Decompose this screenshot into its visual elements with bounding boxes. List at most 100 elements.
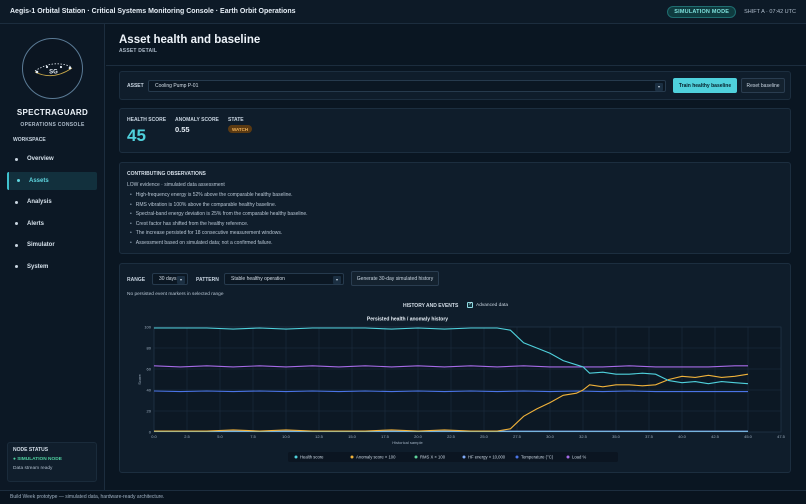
pattern-select[interactable]: Stable healthy operation ▾ — [224, 273, 344, 285]
legend-entry: Temperature (°C) — [521, 455, 554, 460]
sidebar-item-assets[interactable]: Assets — [7, 171, 97, 190]
generate-history-button[interactable]: Generate 30-day simulated history — [351, 271, 439, 286]
sidebar-nav: Overview Assets Analysis Alerts Simulato… — [7, 150, 97, 280]
sidebar-item-alerts[interactable]: Alerts — [7, 215, 97, 233]
asset-select[interactable]: Cooling Pump P-01 ▾ — [148, 80, 666, 92]
state-label: STATE — [228, 117, 244, 123]
list-item: RMS vibration is 100% above the comparab… — [130, 202, 308, 212]
chevron-down-icon: ▾ — [655, 83, 663, 91]
list-item: Crest factor has shifted from the health… — [130, 221, 308, 231]
advanced-data-toggle[interactable]: Advanced data — [467, 301, 509, 308]
train-baseline-button[interactable]: Train healthy baseline — [673, 78, 737, 93]
x-tick-label: 45.0 — [744, 434, 753, 439]
x-tick-label: 40.0 — [678, 434, 687, 439]
x-tick-label: 27.5 — [513, 434, 522, 439]
reset-baseline-button[interactable]: Reset baseline — [741, 78, 785, 93]
range-select-value: 30 days — [159, 276, 177, 282]
x-tick-label: 32.5 — [579, 434, 588, 439]
asset-label: ASSET — [127, 83, 144, 89]
legend-entry: Anomaly score × 100 — [356, 455, 396, 460]
x-tick-label: 20.0 — [414, 434, 423, 439]
anomaly-score-label: ANOMALY SCORE — [175, 117, 219, 123]
page-header: Asset health and baseline ASSET DETAIL — [106, 24, 806, 66]
bullet-icon — [15, 222, 18, 226]
orbit-logo-icon: SG — [34, 63, 73, 77]
range-select[interactable]: 30 days ▾ — [152, 273, 188, 285]
x-tick-label: 12.5 — [315, 434, 324, 439]
x-tick-label: 17.5 — [381, 434, 390, 439]
history-panel: RANGE 30 days ▾ PATTERN Stable healthy o… — [119, 263, 791, 473]
legend-marker — [515, 455, 519, 459]
spectraguard-logo: SG — [22, 38, 83, 99]
observations-list: High-frequency energy is 52% above the c… — [130, 192, 308, 250]
sidebar-item-system[interactable]: System — [7, 258, 97, 276]
sidebar-item-simulator[interactable]: Simulator — [7, 236, 97, 254]
x-tick-label: 0.0 — [151, 434, 157, 439]
node-status-node: ● SIMULATION NODE — [13, 457, 62, 462]
brand-subtitle: OPERATIONS CONSOLE — [20, 122, 85, 128]
x-tick-label: 25.0 — [480, 434, 489, 439]
legend-entry: Load % — [572, 455, 586, 460]
advanced-data-label: Advanced data — [476, 302, 509, 308]
series-line-health-score — [154, 327, 749, 385]
x-tick-label: 7.5 — [250, 434, 256, 439]
y-tick-label: 100 — [144, 324, 151, 329]
x-tick-label: 35.0 — [612, 434, 621, 439]
chart-title: Persisted health / anomaly history — [367, 317, 448, 323]
sidebar: SG SPECTRAGUARD OPERATIONS CONSOLE WORKS… — [0, 24, 105, 490]
pattern-label: PATTERN — [196, 277, 219, 283]
x-tick-label: 30.0 — [546, 434, 555, 439]
y-tick-label: 20 — [147, 408, 152, 413]
health-score-value: 45 — [127, 126, 146, 145]
y-axis-label: Score — [137, 374, 142, 385]
sidebar-item-label: Overview — [27, 156, 54, 162]
bullet-icon — [17, 179, 20, 183]
brand-name: SPECTRAGUARD — [16, 108, 89, 117]
node-status-title: NODE STATUS — [13, 447, 49, 453]
health-score-label: HEALTH SCORE — [127, 117, 167, 123]
health-summary-panel: HEALTH SCORE 45 ANOMALY SCORE 0.55 STATE… — [119, 108, 791, 153]
sidebar-item-label: Alerts — [27, 220, 45, 227]
node-status-card: NODE STATUS ● SIMULATION NODE Data strea… — [7, 442, 97, 482]
page-title: Asset health and baseline — [119, 34, 261, 46]
y-tick-label: 60 — [147, 366, 152, 371]
x-tick-label: 47.5 — [777, 434, 786, 439]
checkbox-checked-icon[interactable] — [467, 301, 473, 308]
workspace-label: WORKSPACE — [13, 137, 46, 143]
bullet-icon — [15, 157, 18, 161]
chevron-down-icon: ▾ — [177, 276, 185, 284]
x-tick-label: 37.5 — [645, 434, 654, 439]
series-line-anomaly-score-100 — [154, 373, 749, 432]
legend-marker — [414, 455, 418, 459]
simulation-mode-badge: SIMULATION MODE — [667, 5, 737, 18]
bullet-icon — [15, 265, 18, 269]
legend-marker — [294, 455, 298, 459]
sidebar-item-label: Assets — [29, 177, 49, 184]
evidence-level: LOW evidence · simulated data assessment — [127, 182, 225, 188]
list-item: High-frequency energy is 52% above the c… — [130, 192, 308, 202]
legend-marker — [350, 455, 354, 459]
legend-marker — [566, 455, 570, 459]
x-axis-label: Historical sample — [392, 440, 423, 445]
y-tick-label: 40 — [147, 387, 152, 392]
shift-clock: SHIFT A · 07:42 UTC — [744, 8, 796, 15]
footer: Build Week prototype — simulated data, h… — [0, 490, 806, 504]
x-tick-label: 2.5 — [184, 434, 190, 439]
x-tick-label: 15.0 — [348, 434, 357, 439]
page-subtitle: ASSET DETAIL — [119, 48, 158, 54]
bullet-icon — [15, 243, 18, 247]
legend-box — [288, 452, 618, 462]
sidebar-item-label: System — [27, 263, 49, 270]
observations-panel: CONTRIBUTING OBSERVATIONS LOW evidence ·… — [119, 162, 791, 254]
plot-area — [153, 326, 782, 433]
sidebar-item-analysis[interactable]: Analysis — [7, 193, 97, 211]
list-item: The increase persisted for 18 consecutiv… — [130, 230, 308, 240]
history-chart: Persisted health / anomaly history 0 20 40 6… — [120, 314, 792, 474]
y-tick-label: 0 — [149, 429, 152, 434]
app-title: Aegis-1 Orbital Station · Critical Syste… — [10, 8, 296, 15]
range-label: RANGE — [127, 277, 146, 283]
legend-entry: HF energy × 10,000 — [468, 455, 506, 460]
sidebar-item-overview[interactable]: Overview — [7, 150, 97, 168]
legend-marker — [462, 455, 466, 459]
svg-text:SG: SG — [49, 70, 58, 76]
